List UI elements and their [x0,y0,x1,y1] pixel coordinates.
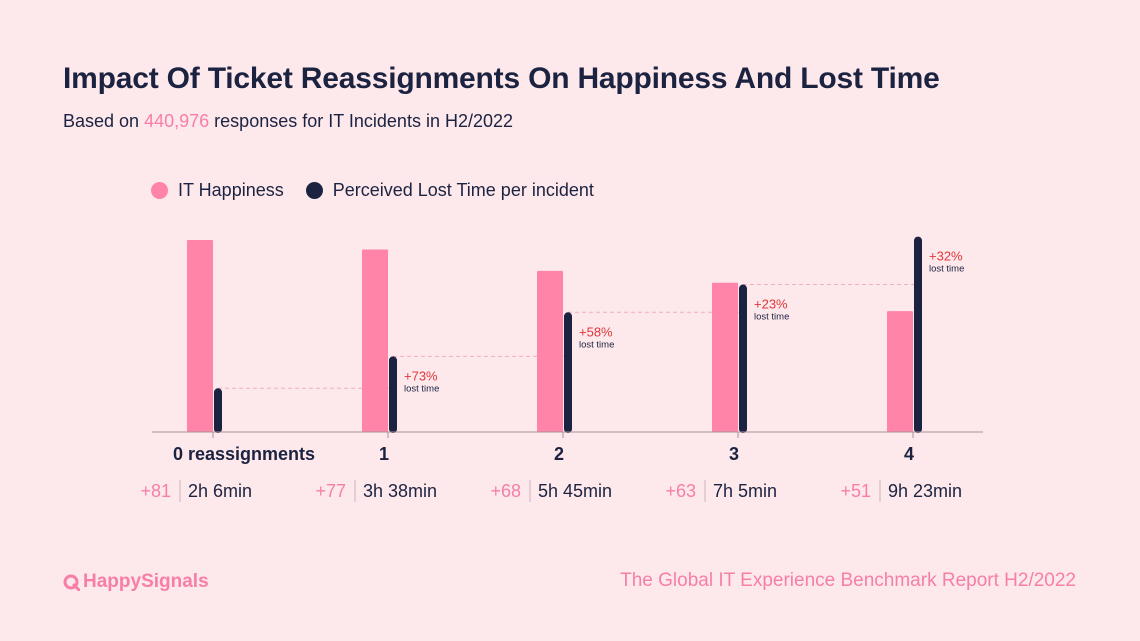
happiness-value: +68 [490,481,521,501]
lost-time-value: 5h 45min [538,481,612,501]
happiness-bar [887,311,913,432]
happiness-value: +51 [840,481,871,501]
lost-time-bar [739,284,747,433]
lost-time-value: 9h 23min [888,481,962,501]
legend-item-lost-time: Perceived Lost Time per incident [305,180,594,201]
lost-time-bar [214,388,222,433]
page-title: Impact Of Ticket Reassignments On Happin… [63,62,940,95]
happiness-bar [362,249,388,432]
change-label: +73% [404,368,438,383]
speech-bubble-icon [63,574,80,591]
subtitle-prefix: Based on [63,111,140,131]
change-label: +32% [929,249,963,264]
happiness-value: +63 [665,481,696,501]
responses-count: 440,976 [144,111,210,131]
change-label: +58% [579,324,613,339]
lost-time-value: 7h 5min [713,481,777,501]
report-name: The Global IT Experience Benchmark Repor… [620,570,1076,591]
change-label: +23% [754,297,788,312]
change-note: lost time [754,312,789,323]
change-note: lost time [579,339,614,350]
happiness-bar [537,270,563,432]
legend-label-happiness: IT Happiness [178,180,284,200]
lost-time-bar [564,312,572,433]
happiness-bar [712,282,738,432]
category-label: 0 reassignments [173,444,315,464]
chart-legend: IT Happiness Perceived Lost Time per inc… [151,180,616,201]
brand-name: HappySignals [83,571,209,592]
happiness-bar [187,240,213,432]
lost-time-value: 3h 38min [363,481,437,501]
legend-item-happiness: IT Happiness [151,180,284,201]
happiness-value: +81 [140,481,171,501]
legend-dot-lost-time [305,182,323,199]
subtitle-suffix: responses for IT Incidents in H2/2022 [214,111,514,131]
lost-time-bar [914,236,922,433]
change-note: lost time [404,383,439,394]
category-label: 4 [904,444,914,464]
category-label: 2 [554,444,564,464]
category-label: 1 [379,444,389,464]
lost-time-bar [389,356,397,433]
brand-logo: HappySignals [63,571,209,593]
category-label: 3 [729,444,739,464]
subtitle: Based on 440,976 responses for IT Incide… [63,111,513,132]
lost-time-value: 2h 6min [188,481,252,501]
legend-dot-happiness [151,182,168,199]
happiness-value: +77 [315,481,346,501]
legend-label-lost-time: Perceived Lost Time per incident [332,180,594,200]
change-note: lost time [929,264,964,275]
